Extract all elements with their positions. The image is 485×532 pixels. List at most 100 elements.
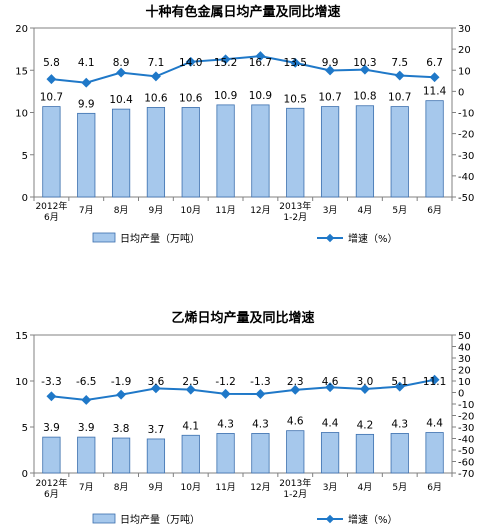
bar — [146, 438, 166, 474]
growth-point — [255, 389, 266, 399]
growth-point — [325, 382, 336, 393]
category-label: 2013年 1-2月 — [279, 200, 311, 223]
growth-value-label: 2.5 — [182, 376, 199, 388]
growth-value-label: -1.3 — [250, 376, 271, 388]
right-axis-tick-label: 30 — [458, 354, 471, 365]
category-label: 4月 — [358, 205, 373, 216]
bar — [425, 432, 444, 474]
growth-value-label: 5.1 — [391, 376, 408, 388]
category-label: 4月 — [358, 482, 373, 493]
growth-line — [51, 378, 435, 401]
bar — [216, 104, 235, 198]
growth-point — [81, 395, 92, 405]
bar — [286, 107, 305, 198]
bar-value-label: 4.4 — [426, 418, 443, 430]
growth-value-label: 8.9 — [113, 57, 130, 69]
right-axis-tick-label: -20 — [458, 412, 474, 423]
bar — [251, 433, 270, 474]
bar-value-label: 10.7 — [40, 92, 63, 104]
right-axis-tick-label: -10 — [458, 400, 474, 411]
category-label: 12月 — [250, 482, 270, 493]
left-axis-tick-label: 10 — [15, 109, 28, 120]
right-axis-tick-label: -50 — [458, 193, 474, 204]
right-axis-tick-label: 40 — [458, 343, 471, 354]
chart-title: 十种有色金属日均产量及同比增速 — [145, 4, 340, 20]
right-axis-tick-label: 10 — [458, 377, 471, 388]
category-label: 8月 — [114, 482, 129, 493]
growth-value-label: 15.2 — [214, 57, 237, 69]
category-label: 12月 — [250, 205, 270, 216]
bar-value-label: 10.7 — [318, 92, 341, 104]
growth-value-label: 5.8 — [43, 57, 60, 69]
growth-point — [429, 374, 440, 385]
right-axis-tick-label: 0 — [458, 389, 464, 400]
growth-value-label: -1.2 — [215, 376, 236, 388]
growth-line — [51, 55, 435, 84]
bar — [425, 100, 444, 198]
category-label-line: 2013年 — [279, 477, 311, 489]
bar — [355, 105, 375, 198]
category-label: 6月 — [427, 482, 442, 493]
legend-label-line: 增速（%） — [348, 232, 398, 245]
legend-swatch-bar — [92, 232, 116, 243]
right-axis-tick-label: 20 — [458, 366, 471, 377]
growth-point — [81, 77, 92, 88]
growth-value-label: 10.3 — [353, 57, 376, 69]
bar-value-label: 10.9 — [249, 90, 272, 102]
bar-value-label: 4.3 — [391, 418, 408, 430]
right-axis-tick-label: 50 — [458, 331, 471, 342]
category-label: 6月 — [427, 205, 442, 216]
bar-value-label: 3.9 — [78, 422, 95, 434]
right-axis-tick-label: 10 — [458, 66, 471, 77]
plot-area-frame — [33, 334, 453, 474]
growth-value-label: 7.1 — [148, 57, 165, 69]
growth-value-label: -1.9 — [111, 376, 132, 388]
left-axis-tick-label: 5 — [22, 151, 28, 162]
bar-value-label: 3.7 — [148, 424, 165, 436]
right-axis-tick-label: -10 — [458, 109, 474, 120]
bar-value-label: 10.6 — [144, 92, 168, 104]
legend-swatch-bar — [92, 513, 116, 524]
right-axis-tick-label: -40 — [458, 172, 474, 183]
growth-point — [116, 389, 127, 400]
bar-value-label: 4.3 — [252, 418, 269, 430]
bar — [355, 433, 375, 474]
right-axis-tick-label: -40 — [458, 435, 474, 446]
bar — [216, 433, 235, 474]
category-label: 2012年 6月 — [35, 477, 67, 500]
right-axis-tick-label: 0 — [458, 87, 464, 98]
growth-point — [150, 71, 161, 82]
bar — [111, 437, 131, 474]
left-axis-tick-label: 15 — [15, 66, 28, 77]
bar — [42, 106, 61, 198]
bar — [146, 107, 166, 198]
right-axis-tick-label: 20 — [458, 45, 471, 56]
growth-point — [185, 384, 196, 395]
growth-point — [150, 383, 161, 394]
category-label-line: 6月 — [44, 489, 59, 500]
growth-value-label: 11.1 — [423, 376, 446, 388]
left-axis-tick-label: 20 — [15, 24, 28, 35]
growth-value-label: 9.9 — [322, 57, 339, 69]
bar-value-label: 4.6 — [287, 416, 304, 428]
bar — [77, 436, 96, 474]
bar — [181, 107, 200, 198]
growth-point — [394, 70, 405, 81]
bar-value-label: 4.2 — [357, 419, 374, 431]
category-label: 10月 — [181, 482, 201, 493]
bar — [390, 433, 409, 474]
category-label-line: 6月 — [44, 212, 59, 223]
right-axis-tick-label: -70 — [458, 469, 474, 480]
plot-area-frame — [33, 27, 453, 198]
bar — [42, 436, 61, 474]
right-axis-tick-label: -30 — [458, 151, 474, 162]
category-label: 9月 — [149, 205, 164, 216]
growth-value-label: 14.0 — [179, 57, 202, 69]
right-axis-tick-label: -50 — [458, 446, 474, 457]
bar — [251, 104, 270, 198]
category-label: 2012年 6月 — [35, 200, 67, 223]
growth-point — [429, 72, 440, 83]
bar-value-label: 10.4 — [109, 94, 133, 106]
legend-swatch-marker — [325, 233, 335, 243]
bar-value-label: 10.9 — [214, 90, 237, 102]
